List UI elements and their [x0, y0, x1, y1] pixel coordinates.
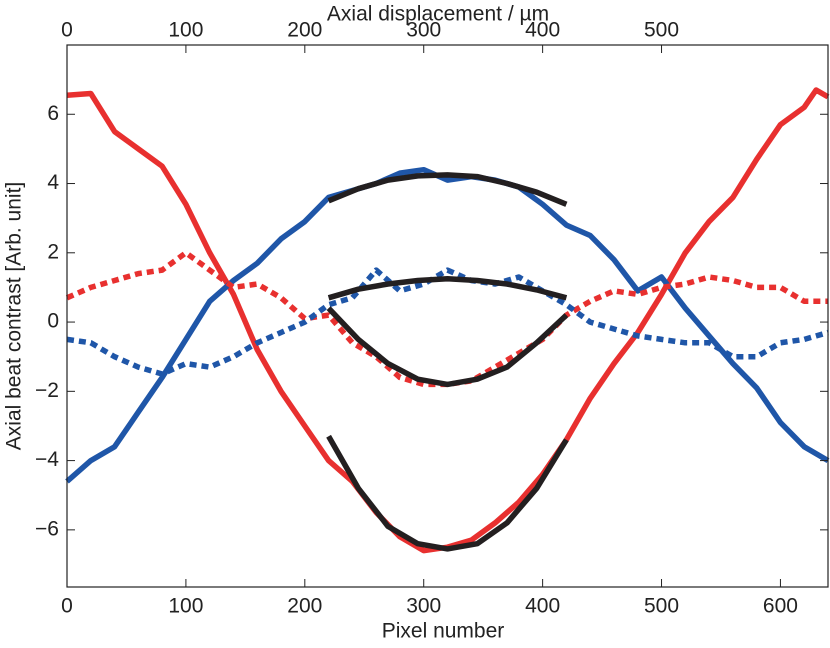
- top-axis-title: Axial displacement / µm: [327, 3, 549, 26]
- line: [66, 267, 829, 377]
- y-tick-label: 4: [47, 171, 59, 194]
- x-tick-label: 0: [61, 595, 73, 618]
- x-axis-title: Pixel number: [382, 620, 505, 643]
- y-tick-label: 0: [47, 310, 59, 333]
- line: [326, 306, 569, 388]
- top-tick-label: 500: [644, 19, 679, 42]
- y-tick-label: −6: [35, 517, 59, 540]
- y-axis-title: Axial beat contrast [Arb. unit]: [3, 182, 26, 450]
- plot-frame: [66, 44, 829, 588]
- line: [327, 172, 568, 207]
- top-tick-label: 0: [61, 19, 73, 42]
- y-tick-label: 6: [47, 102, 59, 125]
- y-tick-label: −4: [35, 448, 59, 471]
- x-tick-label: 200: [287, 595, 322, 618]
- line: [65, 166, 830, 484]
- line: [327, 276, 568, 301]
- top-tick-label: 200: [287, 19, 322, 42]
- line: [326, 434, 569, 552]
- x-tick-label: 100: [168, 595, 203, 618]
- line: [66, 87, 830, 554]
- x-tick-label: 600: [763, 595, 798, 618]
- line: [65, 250, 828, 388]
- x-tick-label: 500: [644, 595, 679, 618]
- top-tick-label: 100: [168, 19, 203, 42]
- x-tick-label: 300: [406, 595, 441, 618]
- top-tick-label: 400: [525, 19, 560, 42]
- top-tick-label: 300: [406, 19, 441, 42]
- y-tick-label: 2: [47, 240, 59, 263]
- x-tick-label: 400: [525, 595, 560, 618]
- y-tick-label: −2: [35, 379, 59, 402]
